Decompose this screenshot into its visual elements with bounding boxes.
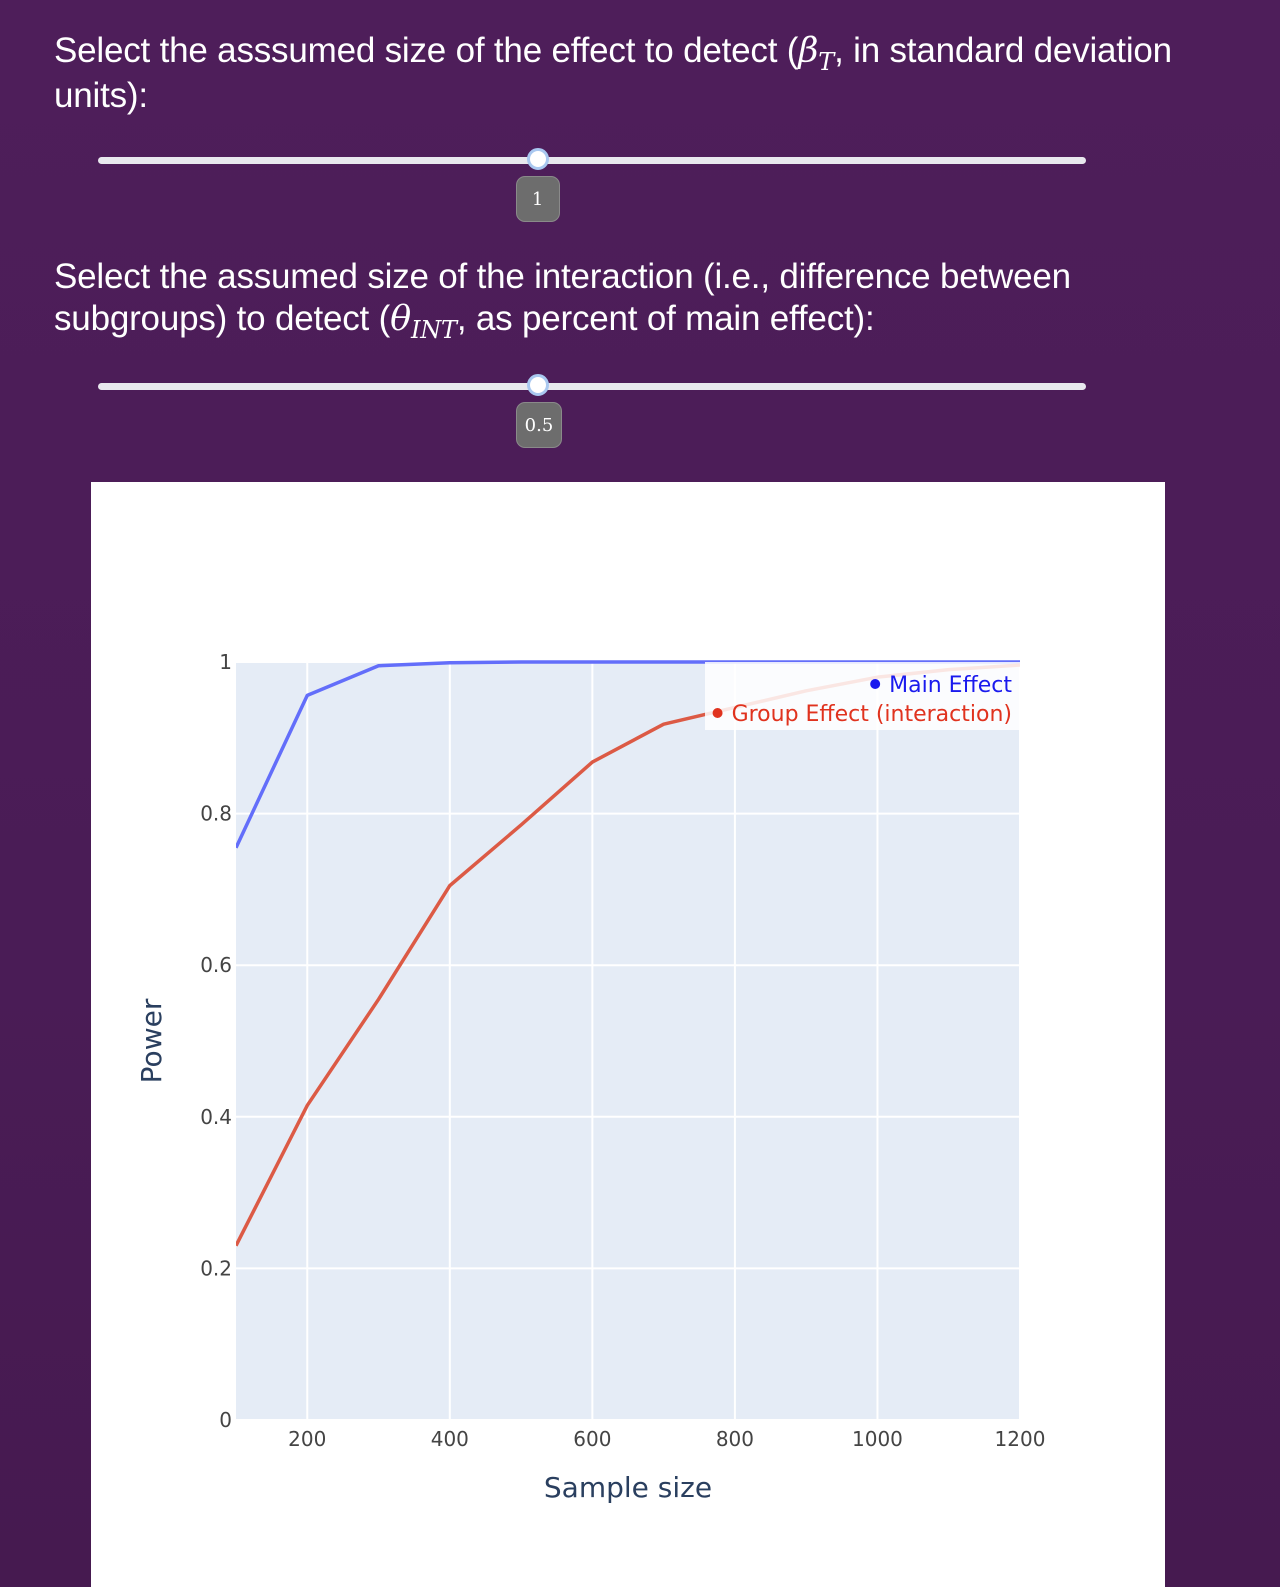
effect-prompt-text: Select the asssumed size of the effect t…	[54, 31, 799, 70]
y-tick-label: 0	[219, 1408, 232, 1432]
y-tick-label: 0.8	[200, 802, 232, 826]
effect-size-prompt: Select the asssumed size of the effect t…	[54, 30, 1174, 117]
y-tick-label: 0.6	[200, 953, 232, 977]
beta-symbol: β	[798, 31, 819, 71]
beta-subscript: T	[818, 48, 835, 76]
theta-subscript: INT	[410, 316, 457, 344]
effect-prompt-text-end: , in standard deviation units):	[54, 31, 1172, 115]
x-tick-label: 600	[573, 1427, 611, 1451]
effect-size-slider[interactable]: 1	[98, 148, 1086, 222]
x-axis-title: Sample size	[544, 1471, 712, 1504]
legend-main-effect: Main Effect	[889, 673, 1012, 698]
legend-group-effect: Group Effect (interaction)	[732, 702, 1012, 727]
theta-symbol: θ	[390, 299, 411, 339]
x-tick-label: 200	[288, 1427, 326, 1451]
x-tick-label: 800	[716, 1427, 754, 1451]
y-tick-label: 0.4	[200, 1105, 232, 1129]
interaction-size-prompt: Select the assumed size of the interacti…	[54, 256, 1174, 344]
interaction-prompt-text-end: , as percent of main effect):	[456, 299, 875, 338]
legend-box	[705, 662, 1020, 730]
x-tick-label: 1200	[995, 1427, 1046, 1451]
x-tick-label: 1000	[852, 1427, 903, 1451]
y-tick-label: 1	[219, 650, 232, 674]
effect-size-value-tooltip: 1	[515, 176, 560, 222]
legend-marker	[712, 708, 723, 718]
plot-area	[236, 662, 1020, 1420]
effect-size-slider-handle[interactable]	[526, 148, 549, 170]
x-tick-label: 400	[431, 1427, 469, 1451]
interaction-size-slider[interactable]: 0.5	[98, 374, 1086, 448]
power-chart-panel: 200 400 600 800 1000 1200 0 0.2 0.4 0.6 0.8 1 Sample…	[91, 482, 1165, 1587]
interaction-size-slider-handle[interactable]	[526, 374, 549, 396]
legend-marker	[870, 679, 881, 689]
interaction-prompt-text: Select the assumed size of the interacti…	[54, 257, 1071, 338]
interaction-size-value-tooltip: 0.5	[515, 402, 563, 448]
power-chart: 200 400 600 800 1000 1200 0 0.2 0.4 0.6 0.8 1 Sample…	[135, 650, 1046, 1504]
y-tick-label: 0.2	[200, 1256, 232, 1280]
y-axis-title: Power	[135, 998, 168, 1083]
